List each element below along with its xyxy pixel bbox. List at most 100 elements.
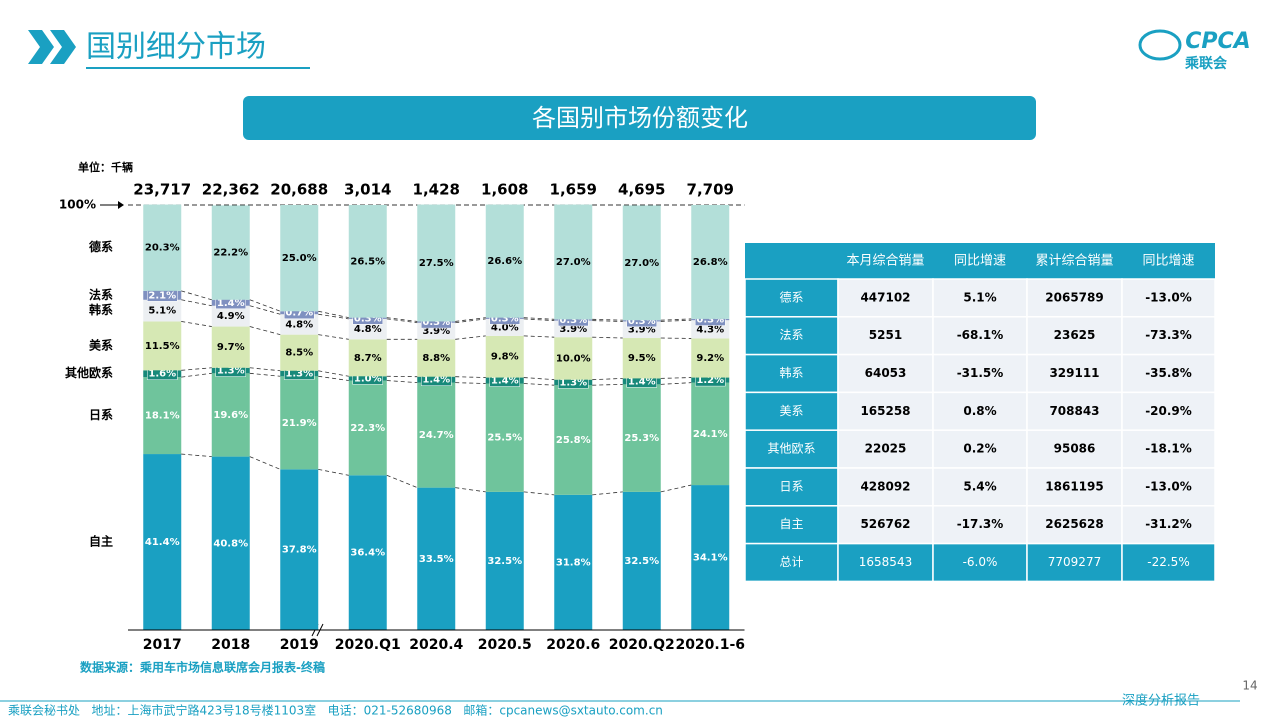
table-text: -31.5% — [957, 366, 1004, 380]
value-label: 31.8% — [556, 557, 591, 568]
x-tick-label: 2020.Q2 — [609, 637, 675, 653]
bar-segment — [622, 338, 661, 379]
table-cell — [1026, 278, 1123, 318]
x-tick-label: 2020.4 — [409, 637, 463, 653]
connector — [249, 372, 281, 377]
value-label: 27.5% — [419, 258, 454, 269]
bar-segment — [691, 338, 730, 378]
table-text: 5251 — [869, 328, 902, 342]
total-label: 23,717 — [133, 181, 191, 199]
value-label: 24.7% — [419, 430, 454, 441]
value-label: 34.1% — [693, 553, 728, 564]
value-label: 33.5% — [419, 554, 454, 565]
value-label: 20.3% — [145, 243, 180, 254]
series-name: 美系 — [89, 337, 113, 352]
bar-segment — [417, 487, 456, 630]
chevron — [50, 30, 76, 64]
bar-segment — [280, 334, 319, 371]
bar-segment — [348, 205, 387, 318]
table-text: 526762 — [860, 517, 910, 531]
value-label: 32.5% — [624, 556, 659, 567]
connector — [249, 326, 281, 336]
table-cell — [1026, 316, 1123, 356]
total-label: 4,695 — [618, 181, 665, 199]
value-label: 40.8% — [213, 538, 248, 549]
x-tick-label: 2018 — [211, 637, 250, 653]
bar-segment — [143, 299, 182, 322]
y-tick-label: 100% — [59, 198, 96, 212]
x-tick-label: 2020.5 — [478, 637, 532, 653]
value-label: 4.3% — [696, 324, 724, 335]
table-cell — [837, 316, 934, 356]
bar-segment — [348, 380, 387, 476]
table-cell — [1026, 505, 1123, 545]
table-header: 本月综合销量 — [846, 254, 924, 269]
table-text: -18.1% — [1145, 442, 1192, 456]
table-text: 329111 — [1049, 366, 1099, 380]
bar-segment — [554, 337, 593, 380]
connector — [660, 318, 692, 321]
bar-segment — [280, 314, 319, 335]
table-text: 其他欧系 — [767, 442, 815, 456]
x-tick-label: 2020.1-6 — [675, 637, 745, 653]
table-text: 447102 — [860, 290, 910, 304]
value-label: 25.0% — [282, 253, 317, 264]
value-label: 1.3% — [217, 366, 245, 377]
value-label: 18.1% — [145, 411, 180, 422]
bar-segment — [211, 373, 250, 457]
value-label: 1.4% — [422, 375, 450, 386]
table-text: 2625628 — [1045, 517, 1103, 531]
connector — [455, 318, 486, 324]
bar-segment — [554, 494, 593, 630]
bar-segment — [485, 383, 524, 492]
value-label: 0.3% — [354, 313, 382, 324]
connector — [592, 336, 623, 339]
table-cell — [932, 542, 1028, 583]
table-cell — [1026, 542, 1123, 583]
connector — [386, 380, 418, 384]
connector — [660, 377, 692, 379]
bar-segment — [143, 204, 182, 291]
value-label: 22.3% — [350, 423, 385, 434]
value-label: 4.9% — [217, 311, 245, 322]
connector — [455, 335, 486, 340]
bar-segment — [211, 205, 250, 300]
table-text: 2065789 — [1045, 290, 1103, 304]
table-text: 7709277 — [1048, 555, 1101, 569]
bar-segment — [143, 377, 182, 455]
x-tick-label: 2020.Q1 — [335, 637, 401, 653]
page-number: 14 — [1242, 679, 1257, 693]
value-label: 27.0% — [624, 258, 659, 269]
value-label: 37.8% — [282, 545, 317, 556]
chart: 100% 41.4% 自主 40.8% 37.8% 36.4% 33.5% 32.5% 31.8… — [59, 181, 745, 654]
value-label: 32.5% — [487, 556, 522, 567]
table-text: 5.4% — [963, 479, 996, 493]
series-name: 韩系 — [89, 302, 113, 317]
bar-segment — [691, 382, 730, 486]
table-text: 日系 — [779, 479, 803, 493]
table-cell — [837, 353, 934, 394]
connector — [660, 319, 692, 322]
table-cell — [837, 505, 934, 545]
page-title: 国别细分市场 — [86, 30, 266, 65]
value-label: 0.7% — [285, 308, 313, 319]
table-text: 165258 — [860, 404, 910, 418]
table-text: -73.3% — [1145, 328, 1192, 342]
value-label: 25.3% — [624, 433, 659, 444]
bar-segment — [211, 456, 250, 630]
table-text: 22025 — [865, 442, 907, 456]
value-label: 8.8% — [422, 353, 450, 364]
connector — [318, 468, 349, 476]
value-label: 1.3% — [559, 377, 587, 388]
connector — [249, 299, 281, 312]
value-label: 21.9% — [282, 418, 317, 429]
table-text: -13.0% — [1145, 290, 1192, 304]
table-cell — [932, 316, 1028, 356]
table-text: 64053 — [865, 366, 907, 380]
total-label: 3,014 — [344, 181, 391, 199]
table-cell — [1121, 391, 1216, 431]
table-text: 1658543 — [859, 555, 912, 569]
value-label: 10.0% — [556, 353, 591, 364]
